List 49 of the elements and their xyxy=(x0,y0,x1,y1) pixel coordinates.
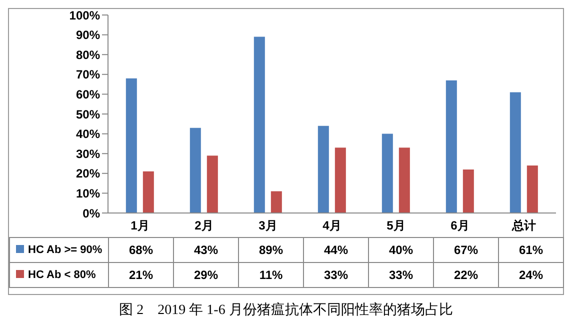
x-tick-label: 6月 xyxy=(450,218,470,233)
text: 图 2 2019 年 1-6 月份猪瘟抗体不同阳性率的猪场占比 xyxy=(118,301,454,319)
data-label: 61% xyxy=(498,238,564,262)
bar xyxy=(270,191,282,213)
data-label: 89% xyxy=(238,238,304,262)
x-tick-label: 5月 xyxy=(386,218,406,233)
y-tick-label: 30% xyxy=(76,146,100,161)
y-tick-label: 80% xyxy=(76,48,100,62)
bar xyxy=(382,134,393,213)
y-tick-label: 10% xyxy=(76,186,100,200)
x-tick-label: 3月 xyxy=(258,218,278,233)
legend-label: HC Ab < 80% xyxy=(28,269,96,281)
x-tick-label: 4月 xyxy=(322,218,342,233)
data-label: 22% xyxy=(434,262,498,288)
bar xyxy=(398,148,410,213)
y-tick-label: 50% xyxy=(76,107,100,122)
data-label: 33% xyxy=(304,262,368,288)
data-label: 44% xyxy=(304,238,368,262)
data-label: 33% xyxy=(368,262,434,288)
bar xyxy=(142,171,154,213)
x-tick-label: 1月 xyxy=(130,218,150,233)
data-label: 68% xyxy=(108,238,174,262)
bar xyxy=(510,92,521,213)
y-tick-label: 20% xyxy=(76,166,100,181)
x-tick-label: 2月 xyxy=(194,218,214,233)
data-label: 21% xyxy=(108,262,174,288)
data-label: 40% xyxy=(368,238,434,262)
data-label: 11% xyxy=(238,262,304,288)
x-tick-label: 总计 xyxy=(511,218,536,233)
data-label: 29% xyxy=(174,262,238,288)
data-label: 67% xyxy=(434,238,498,262)
data-label: 43% xyxy=(174,238,238,262)
y-tick-label: 0% xyxy=(82,206,100,220)
bar xyxy=(206,156,218,213)
bar xyxy=(462,169,474,213)
bar xyxy=(334,148,346,213)
data-label: 24% xyxy=(498,262,564,288)
legend-label: HC Ab >= 90% xyxy=(28,244,102,256)
bar xyxy=(190,128,201,213)
bar xyxy=(526,165,538,213)
bar xyxy=(318,126,329,213)
bar xyxy=(254,36,265,213)
bar xyxy=(446,80,457,213)
y-tick-label: 40% xyxy=(76,127,100,142)
y-tick-label: 70% xyxy=(76,68,100,82)
bar xyxy=(126,78,137,213)
y-tick-label: 60% xyxy=(76,87,100,102)
y-tick-label: 90% xyxy=(76,28,100,42)
y-tick-label: 100% xyxy=(69,8,100,22)
